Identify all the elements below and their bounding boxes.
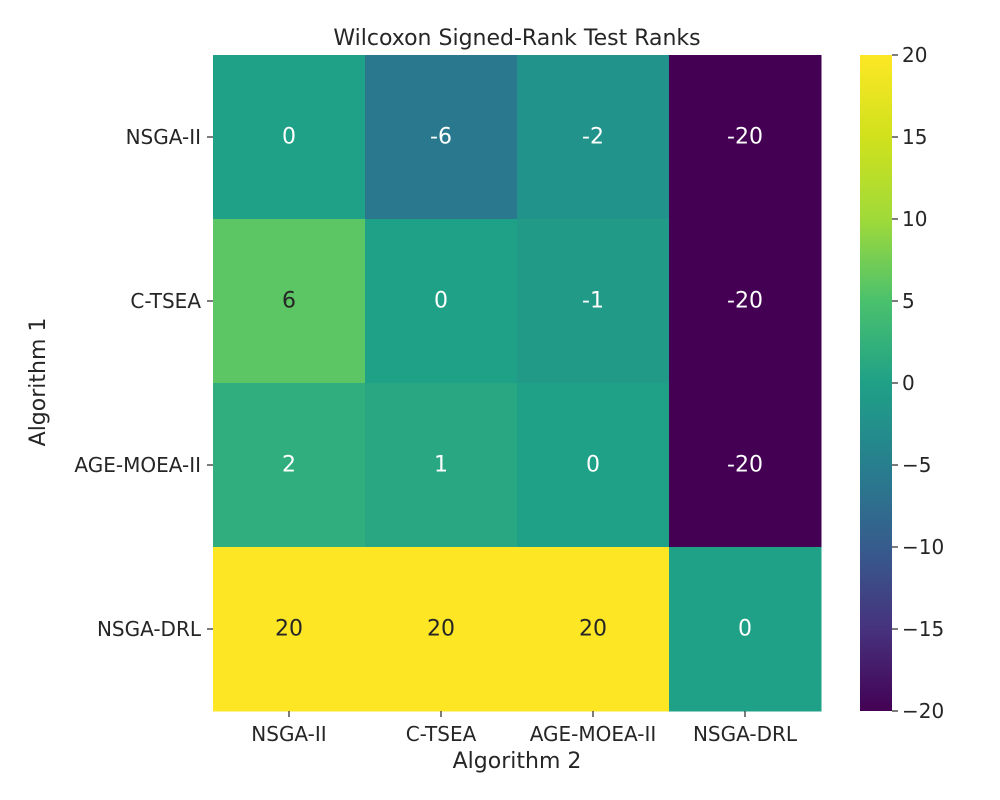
- cell-value-label: -6: [430, 125, 452, 150]
- cell-value-label: -20: [727, 453, 763, 478]
- heatmap-cell: [365, 547, 518, 712]
- heatmap-cell: [365, 383, 518, 548]
- cell-value-label: 0: [586, 453, 600, 478]
- heatmap-cell: [213, 383, 366, 548]
- x-tick-label: AGE-MOEA-II: [530, 722, 657, 746]
- colorbar-tick-label: 5: [902, 289, 915, 313]
- y-tick-label: NSGA-II: [126, 125, 201, 149]
- colorbar-tick-label: 20: [902, 43, 927, 67]
- cell-value-label: -20: [727, 125, 763, 150]
- colorbar-tick-label: 0: [902, 371, 915, 395]
- cell-value-label: 2: [282, 453, 296, 478]
- cell-value-label: 20: [579, 617, 607, 642]
- x-axis: NSGA-II C-TSEA AGE-MOEA-II NSGA-DRL: [251, 711, 798, 746]
- cell-value-label: -1: [582, 289, 604, 314]
- colorbar-tick-label: −20: [902, 699, 944, 723]
- y-axis: NSGA-II C-TSEA AGE-MOEA-II NSGA-DRL: [74, 125, 213, 641]
- heatmap-cell: [517, 55, 670, 220]
- x-axis-label: Algorithm 2: [453, 749, 582, 774]
- heatmap-cell: [669, 547, 822, 712]
- colorbar-tick-label: 10: [902, 207, 927, 231]
- y-tick-label: AGE-MOEA-II: [74, 453, 201, 477]
- x-tick-label: C-TSEA: [406, 722, 477, 746]
- y-tick-label: NSGA-DRL: [97, 617, 202, 641]
- colorbar: [860, 55, 892, 711]
- colorbar-tick-label: −10: [902, 535, 944, 559]
- cell-value-label: 0: [434, 289, 448, 314]
- cell-value-label: -2: [582, 125, 604, 150]
- heatmap-cell: [213, 547, 366, 712]
- heatmap-cell: [213, 219, 366, 384]
- cell-value-label: 1: [434, 453, 448, 478]
- heatmap-cell-labels: 0 -6 -2 -20 6 0 -1 -20 2 1 0 -20 20 20 20 0: [275, 125, 763, 642]
- heatmap-cell: [213, 55, 366, 220]
- cell-value-label: 0: [282, 125, 296, 150]
- heatmap-cell: [517, 383, 670, 548]
- cell-value-label: -20: [727, 289, 763, 314]
- heatmap-cell: [517, 219, 670, 384]
- chart-title: Wilcoxon Signed-Rank Test Ranks: [333, 26, 700, 51]
- colorbar-tick-label: −15: [902, 617, 944, 641]
- x-tick-label: NSGA-II: [251, 722, 326, 746]
- colorbar-tick-label: −5: [902, 453, 931, 477]
- heatmap-cells: [213, 55, 822, 712]
- heatmap-cell: [669, 219, 822, 384]
- colorbar-ticks: 20 15 10 5 0 −5 −10 −15 −20: [892, 43, 944, 723]
- cell-value-label: 6: [282, 289, 296, 314]
- heatmap-cell: [365, 219, 518, 384]
- colorbar-tick-label: 15: [902, 125, 927, 149]
- y-tick-label: C-TSEA: [130, 289, 201, 313]
- heatmap-cell: [669, 383, 822, 548]
- y-axis-label: Algorithm 1: [26, 318, 51, 447]
- heatmap-cell: [365, 55, 518, 220]
- heatmap-cell: [517, 547, 670, 712]
- heatmap-cell: [669, 55, 822, 220]
- cell-value-label: 20: [427, 617, 455, 642]
- cell-value-label: 20: [275, 617, 303, 642]
- cell-value-label: 0: [738, 617, 752, 642]
- x-tick-label: NSGA-DRL: [693, 722, 798, 746]
